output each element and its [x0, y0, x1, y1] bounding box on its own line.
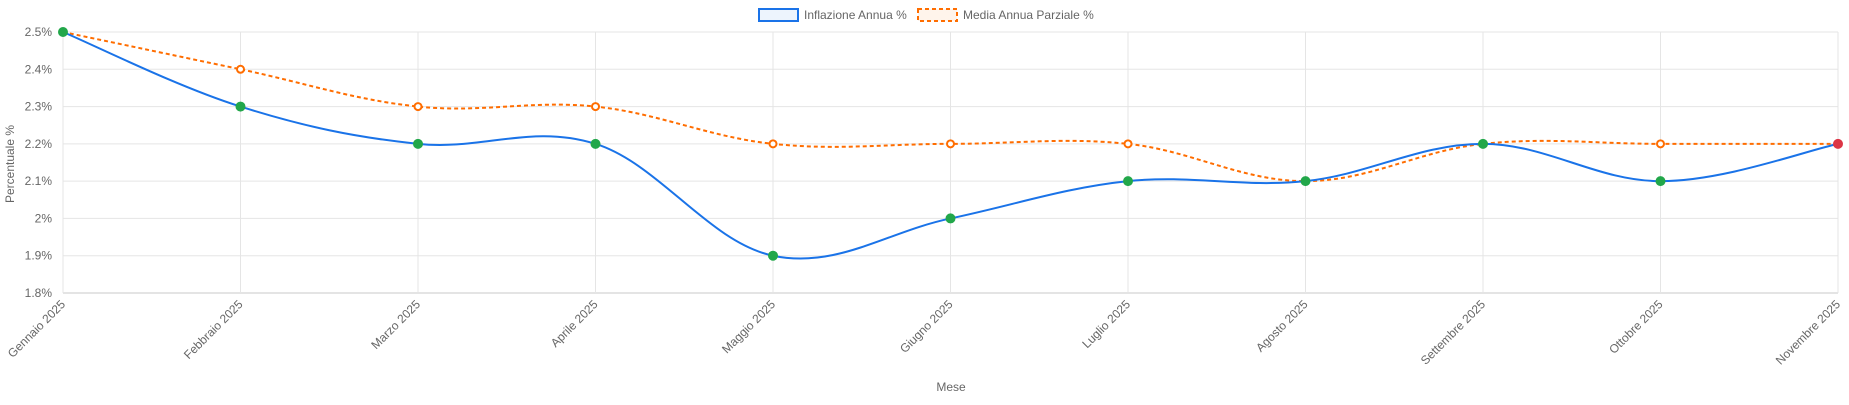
series [58, 27, 1843, 261]
y-tick-label: 2% [35, 211, 53, 225]
x-tick-label: Settembre 2025 [1418, 297, 1489, 368]
data-point-inflazione[interactable] [235, 101, 246, 112]
data-point-inflazione[interactable] [590, 138, 601, 149]
data-point-media[interactable] [1123, 139, 1133, 149]
data-point-media[interactable] [768, 139, 778, 149]
y-tick-label: 1.8% [25, 286, 53, 300]
data-point-inflazione[interactable] [1833, 138, 1843, 149]
data-point-media[interactable] [946, 139, 955, 149]
data-point-inflazione[interactable] [1123, 176, 1133, 187]
legend-label-media[interactable]: Media Annua Parziale % [963, 8, 1094, 22]
legend-swatch-media[interactable] [917, 8, 958, 22]
data-point-inflazione[interactable] [58, 27, 68, 37]
y-tick-label: 2.5% [25, 25, 53, 39]
x-tick-label: Luglio 2025 [1079, 297, 1133, 351]
data-point-inflazione[interactable] [768, 250, 778, 261]
data-point-inflazione[interactable] [413, 138, 423, 149]
legend-label-inflazione[interactable]: Inflazione Annua % [804, 8, 907, 22]
y-tick-label: 1.9% [25, 249, 53, 263]
x-axis-title: Mese [936, 380, 966, 394]
data-point-media[interactable] [591, 102, 600, 112]
legend-swatch-inflazione[interactable] [758, 8, 799, 22]
x-tick-label: Giugno 2025 [897, 297, 956, 356]
legend[interactable]: Inflazione Annua % Media Annua Parziale … [758, 8, 1094, 22]
axes: 2.5% 2.4% 2.3% 2.2% 2.1% 2% 1.9% 1.8%Gennaio 20… [5, 25, 1843, 368]
data-point-media[interactable] [236, 64, 245, 74]
x-tick-label: Ottobre 2025 [1606, 297, 1666, 357]
x-tick-label: Agosto 2025 [1253, 297, 1311, 355]
x-tick-label: Aprile 2025 [548, 297, 601, 350]
x-tick-label: Marzo 2025 [368, 297, 423, 352]
data-point-inflazione[interactable] [1300, 176, 1311, 187]
x-tick-label: Febbraio 2025 [181, 297, 246, 362]
data-point-inflazione[interactable] [945, 213, 956, 224]
data-point-media[interactable] [1656, 139, 1665, 149]
data-point-inflazione[interactable] [1655, 176, 1666, 187]
y-tick-label: 2.2% [25, 137, 53, 151]
data-point-inflazione[interactable] [1478, 138, 1488, 149]
x-tick-label: Novembre 2025 [1773, 297, 1844, 368]
y-axis-title: Percentuale % [3, 125, 17, 203]
data-point-media[interactable] [413, 102, 423, 112]
y-tick-label: 2.1% [25, 174, 53, 188]
x-tick-label: Maggio 2025 [719, 297, 778, 356]
x-tick-label: Gennaio 2025 [5, 297, 68, 360]
y-tick-label: 2.4% [25, 62, 53, 76]
y-tick-label: 2.3% [25, 100, 53, 114]
